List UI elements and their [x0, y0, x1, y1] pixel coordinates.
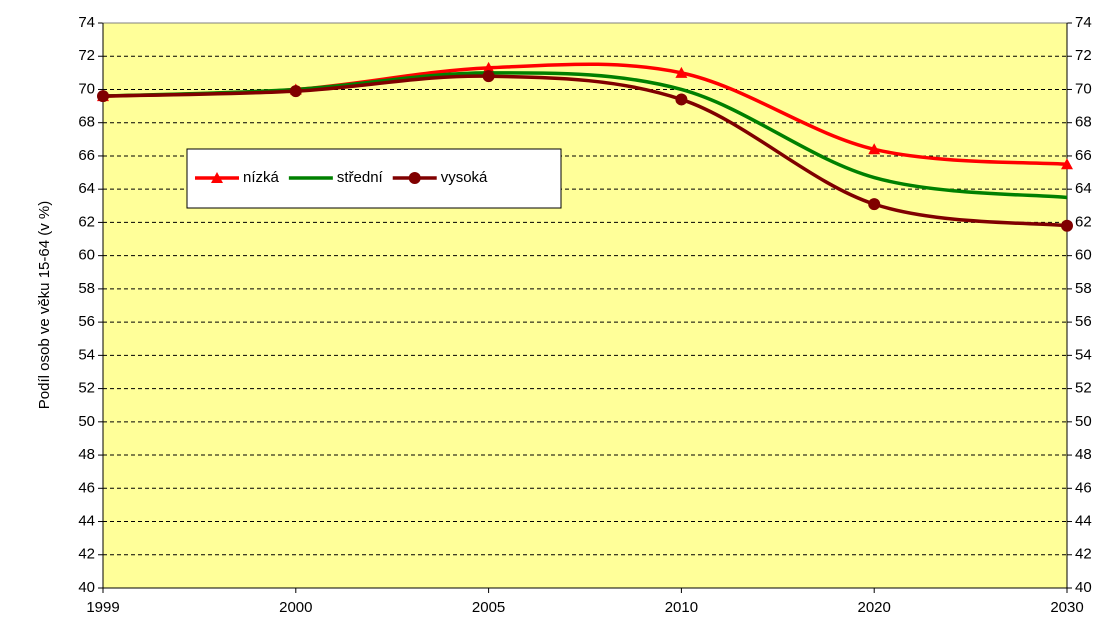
y2-tick-label: 56 [1075, 313, 1092, 330]
legend-label: vysoká [441, 169, 488, 186]
y2-tick-label: 58 [1075, 280, 1092, 297]
y2-tick-label: 44 [1075, 512, 1092, 529]
x-tick-label: 2030 [1050, 599, 1083, 616]
x-tick-label: 2020 [858, 599, 891, 616]
marker [289, 85, 302, 98]
y2-tick-label: 68 [1075, 114, 1092, 131]
marker [1061, 158, 1073, 170]
y-tick-label: 40 [78, 579, 95, 596]
y2-tick-label: 46 [1075, 479, 1092, 496]
y-tick-label: 60 [78, 247, 95, 264]
y2-tick-label: 52 [1075, 380, 1092, 397]
y-tick-label: 44 [78, 512, 95, 529]
y2-tick-label: 48 [1075, 446, 1092, 463]
y2-tick-label: 42 [1075, 546, 1092, 563]
x-tick-label: 2010 [665, 599, 698, 616]
y2-tick-label: 74 [1075, 14, 1092, 31]
y-tick-label: 50 [78, 413, 95, 430]
marker [482, 70, 495, 83]
marker [482, 61, 495, 73]
y-tick-label: 42 [78, 546, 95, 563]
y-tick-label: 74 [78, 14, 95, 31]
marker [675, 93, 688, 106]
legend: nízká střední vysoká [186, 148, 562, 209]
y-tick-label: 70 [78, 80, 95, 97]
marker [675, 66, 688, 78]
y-tick-label: 64 [78, 180, 95, 197]
y-tick-label: 58 [78, 280, 95, 297]
y-axis-label: Podíl osob ve věku 15-64 (v %) [36, 201, 53, 409]
marker [97, 90, 109, 103]
marker [868, 198, 881, 211]
y2-tick-label: 70 [1075, 80, 1092, 97]
x-tick-label: 2005 [472, 599, 505, 616]
y-tick-label: 56 [78, 313, 95, 330]
marker [868, 143, 881, 155]
y-tick-label: 52 [78, 380, 95, 397]
plot-area [103, 23, 1067, 588]
marker [1061, 219, 1073, 232]
y2-tick-label: 66 [1075, 147, 1092, 164]
y2-tick-label: 40 [1075, 579, 1092, 596]
y2-tick-label: 60 [1075, 247, 1092, 264]
y-tick-label: 72 [78, 47, 95, 64]
y-tick-label: 48 [78, 446, 95, 463]
legend-box [186, 148, 562, 209]
x-tick-label: 1999 [86, 599, 119, 616]
legend-label: střední [337, 169, 384, 186]
y2-tick-label: 72 [1075, 47, 1092, 64]
y-tick-label: 62 [78, 213, 95, 230]
legend-label: nízká [243, 169, 280, 186]
y2-tick-label: 62 [1075, 213, 1092, 230]
y2-tick-label: 54 [1075, 346, 1092, 363]
y-tick-label: 54 [78, 346, 95, 363]
x-tick-label: 2000 [279, 599, 312, 616]
y2-tick-label: 64 [1075, 180, 1092, 197]
y-tick-label: 66 [78, 147, 95, 164]
y-tick-label: 68 [78, 114, 95, 131]
marker [211, 172, 223, 183]
y2-tick-label: 50 [1075, 413, 1092, 430]
series-line [102, 74, 1068, 228]
y-tick-label: 46 [78, 479, 95, 496]
marker [408, 172, 421, 184]
